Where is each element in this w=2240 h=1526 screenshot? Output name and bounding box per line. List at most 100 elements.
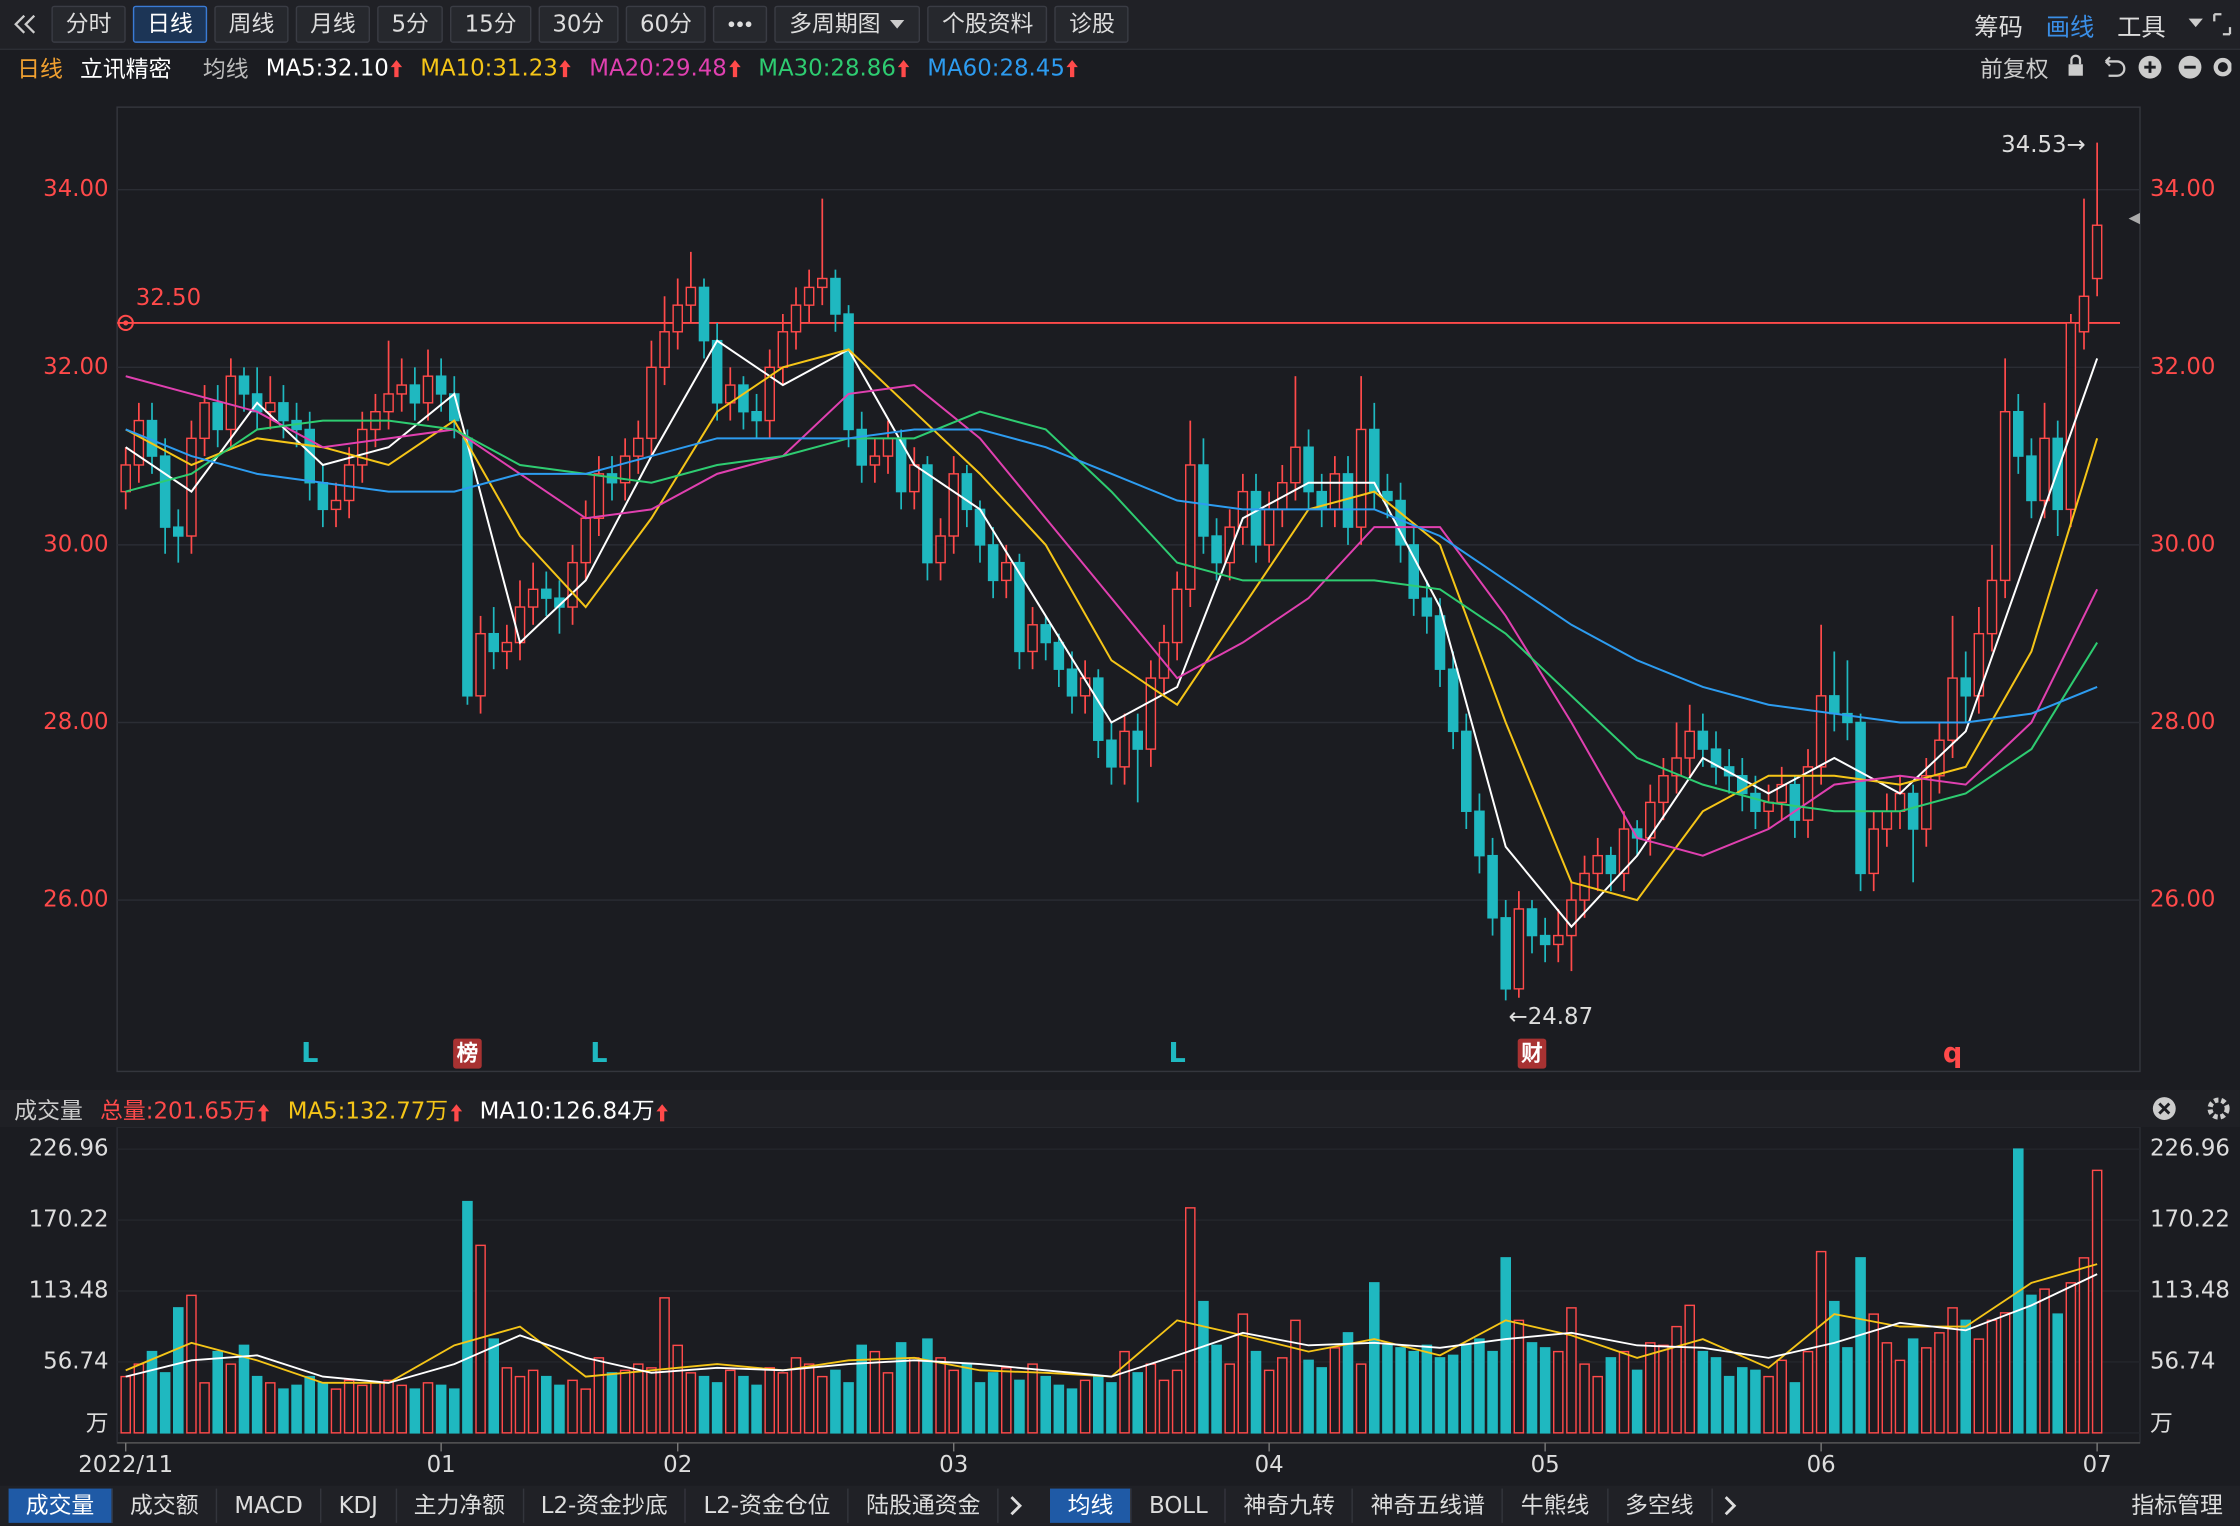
volume-bar [948,1369,959,1434]
volume-bar [159,1372,171,1434]
close-icon[interactable] [2149,1093,2180,1124]
volume-bar [1040,1375,1051,1434]
volume-bar [1960,1319,1971,1434]
period-tab[interactable]: 60分 [625,5,707,43]
candle-body [856,428,867,466]
candle-body [1789,783,1801,821]
volume-ma-line [125,1273,2098,1384]
volume-bar [1710,1357,1722,1434]
candle-body [409,384,421,404]
candle-body [1355,428,1367,528]
period-tab[interactable]: 月线 [295,5,371,43]
toolbar-link[interactable]: 画线 [2045,13,2095,43]
indicator-tab[interactable]: 陆股通资金 [849,1488,1000,1523]
volume-bar [567,1379,578,1434]
volume-bar [816,1375,828,1434]
indicator-tab[interactable]: KDJ [321,1488,397,1523]
y-tick-label: 28.00 [43,709,108,735]
candle-body [1658,775,1669,804]
volume-bar [974,1382,986,1434]
volume-bar [1815,1250,1827,1434]
volume-bar [1776,1359,1787,1434]
overlay-tab[interactable]: 神奇九转 [1226,1488,1354,1523]
candle-body [1434,615,1446,670]
volume-bar [1500,1257,1511,1434]
candle-body [567,561,578,608]
candle-body [1526,908,1538,937]
overlay-tab[interactable]: BOLL [1132,1488,1227,1523]
min-label: ←24.87 [1509,1004,1594,1030]
period-tab[interactable]: 日线 [132,5,208,43]
volume-bar [396,1384,407,1434]
period-tab[interactable]: 5分 [377,5,444,43]
indicator-tab[interactable]: 成交额 [113,1488,218,1523]
volume-bar [1303,1359,1314,1434]
volume-bar [1145,1363,1157,1434]
y-tick-label: 113.48 [29,1278,109,1304]
indicator-tab[interactable]: 成交量 [8,1488,113,1523]
period-tab[interactable]: 分时 [51,5,126,43]
candle-body [698,286,710,342]
tool-icons[interactable] [2188,11,2232,37]
indicator-tab[interactable]: L2-资金仓位 [686,1488,849,1523]
x-tick-label: 01 [427,1452,456,1478]
info-right: 前复权 [1980,50,2240,84]
volume-bar [1855,1257,1866,1434]
volume-bar [501,1367,513,1434]
candle-body [1671,757,1682,777]
period-tab[interactable]: 诊股 [1054,5,1130,43]
more-button[interactable] [713,5,768,43]
toolbar-link[interactable]: 筹码 [1974,13,2023,43]
candle-body [1027,624,1038,653]
candle-body [1119,730,1130,768]
scroll-icon[interactable] [999,1491,1033,1520]
candle-body [882,437,894,457]
period-tab[interactable]: 多周期图 [774,5,921,43]
settings-icon[interactable] [2203,1093,2234,1124]
y-tick-label-right: 30.00 [2150,531,2215,557]
indicator-tab[interactable]: L2-资金抄底 [524,1488,687,1523]
candle-body [1460,730,1472,812]
manage-tab[interactable]: 指标管理 [2131,1491,2223,1519]
tab-label: 多周期图 [789,9,881,38]
y-tick-label-right: 34.00 [2150,176,2215,202]
volume-bar [488,1338,499,1434]
period-tab[interactable]: 15分 [450,5,531,43]
plot-frame [116,106,2141,1073]
overlay-tab[interactable]: 神奇五线谱 [1354,1488,1504,1523]
info-icons[interactable] [2063,53,2232,82]
candle-body [554,597,565,608]
period-tab[interactable]: 个股资料 [927,5,1048,43]
event-marker: q [1943,1038,1962,1069]
legend-entry: MA30:28.86 [758,54,910,81]
candle-body [1158,641,1170,679]
overlay-tab[interactable]: 多空线 [1608,1488,1713,1523]
overlay-tab[interactable]: 牛熊线 [1504,1488,1608,1523]
candle-body [1605,854,1617,875]
candle-body [843,313,854,431]
candle-body [1303,446,1314,493]
period-tab[interactable]: 周线 [214,5,289,43]
overlay-tab[interactable]: 均线 [1050,1488,1132,1523]
candle-body [1198,464,1209,537]
volume-bar [1027,1363,1038,1434]
volume-bar [435,1384,447,1434]
toolbar: 分时 日线 周线 月线 5分 15分 30分 60分 多周期图 个股资料 诊股 筹码 画线 工具 [0,0,2240,50]
candle-body [1211,535,1222,564]
horizontal-line-label: 32.50 [136,285,201,311]
toolbar-link[interactable]: 工具 [2117,13,2166,43]
scroll-icon[interactable] [1712,1491,1746,1520]
period-tab[interactable]: 30分 [538,5,619,43]
ma-legend: MA5:32.10 MA10:31.23 MA20:29.48 MA30:28.86 M… [266,54,1079,81]
candle-body [1224,526,1235,564]
volume-bar [961,1363,973,1434]
up-arrow [898,59,910,78]
tab-label: 日线 [147,9,193,38]
indicator-tab[interactable]: MACD [217,1488,322,1523]
volume-bar [1316,1367,1327,1434]
volume-bar [1973,1338,1985,1434]
restore-mode[interactable]: 前复权 [1979,55,2049,83]
volume-bar [554,1384,565,1434]
indicator-tab[interactable]: 主力净额 [396,1488,524,1523]
collapse-icon[interactable] [9,10,43,39]
